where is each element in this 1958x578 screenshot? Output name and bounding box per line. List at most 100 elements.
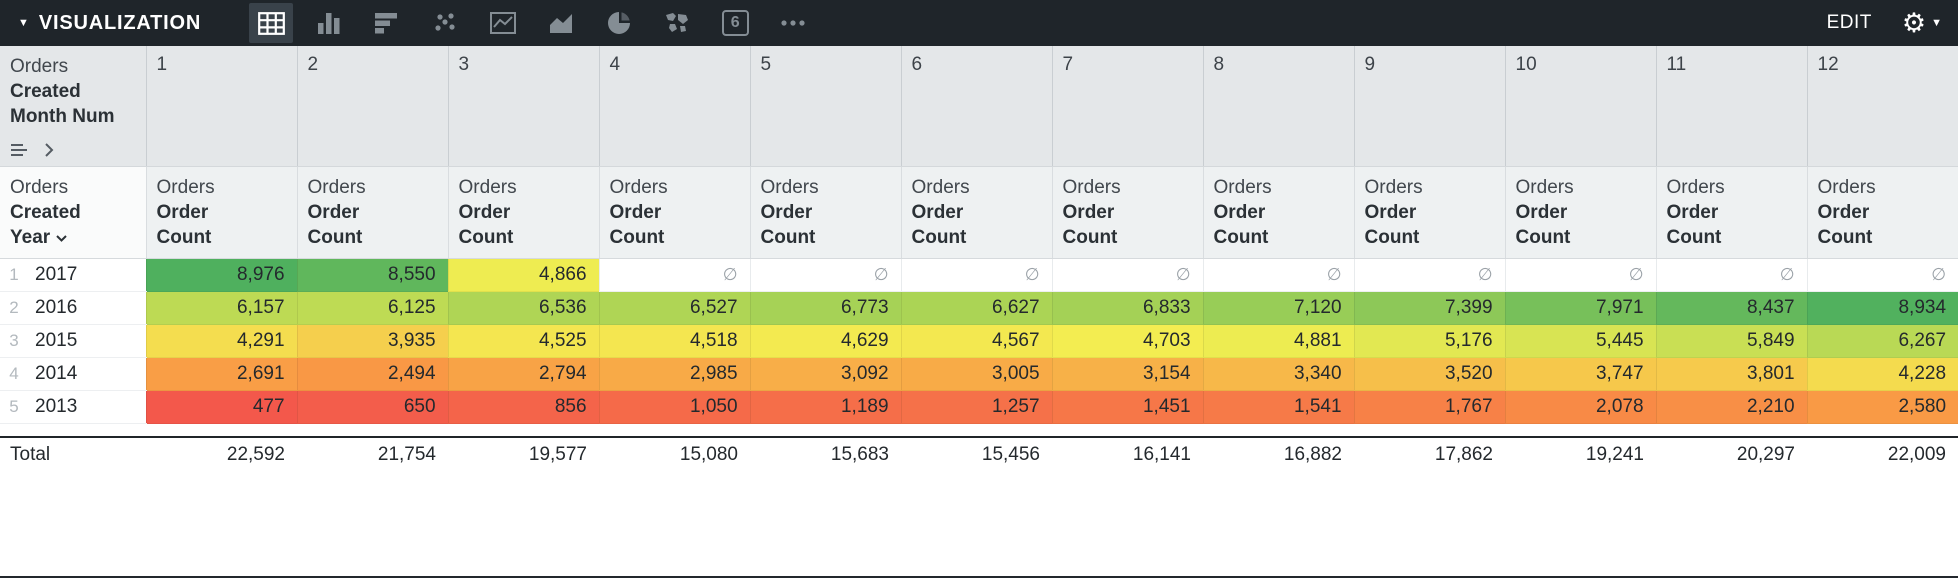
pivot-value-cell[interactable]: 5,176 xyxy=(1353,324,1506,358)
pivot-value-cell[interactable]: 4,866 xyxy=(447,258,600,292)
transpose-icon[interactable] xyxy=(10,143,28,157)
pivot-null-cell[interactable]: ∅ xyxy=(1051,258,1204,292)
pivot-null-cell[interactable]: ∅ xyxy=(1806,258,1958,292)
pivot-value-cell[interactable]: 4,291 xyxy=(145,324,298,358)
pivot-column-header[interactable]: 4 xyxy=(598,46,751,167)
pivot-column-header[interactable]: 1 xyxy=(145,46,298,167)
total-value-cell[interactable]: 20,297 xyxy=(1656,435,1808,472)
pivot-null-cell[interactable]: ∅ xyxy=(900,258,1053,292)
more-options-icon[interactable] xyxy=(771,3,815,43)
pivot-null-cell[interactable]: ∅ xyxy=(749,258,902,292)
pivot-column-header[interactable]: 12 xyxy=(1806,46,1958,167)
pivot-measure-header[interactable]: Orders Order Count xyxy=(1504,166,1657,259)
total-value-cell[interactable]: 15,456 xyxy=(901,435,1053,472)
pivot-measure-header[interactable]: Orders Order Count xyxy=(598,166,751,259)
pivot-value-cell[interactable]: 6,125 xyxy=(296,291,449,325)
pivot-measure-header[interactable]: Orders Order Count xyxy=(749,166,902,259)
pivot-value-cell[interactable]: 5,849 xyxy=(1655,324,1808,358)
bar-chart-icon[interactable] xyxy=(365,3,409,43)
pivot-column-header[interactable]: 10 xyxy=(1504,46,1657,167)
column-chart-icon[interactable] xyxy=(307,3,351,43)
pivot-value-cell[interactable]: 2,078 xyxy=(1504,390,1657,424)
scatter-chart-icon[interactable] xyxy=(423,3,467,43)
pivot-value-cell[interactable]: 650 xyxy=(296,390,449,424)
pivot-column-header[interactable]: 9 xyxy=(1353,46,1506,167)
pivot-column-header[interactable]: 8 xyxy=(1202,46,1355,167)
pivot-null-cell[interactable]: ∅ xyxy=(1655,258,1808,292)
pivot-value-cell[interactable]: 1,451 xyxy=(1051,390,1204,424)
pivot-measure-header[interactable]: Orders Order Count xyxy=(296,166,449,259)
table-chart-icon[interactable] xyxy=(249,3,294,43)
pivot-null-cell[interactable]: ∅ xyxy=(1504,258,1657,292)
pivot-value-cell[interactable]: 4,518 xyxy=(598,324,751,358)
pivot-column-header[interactable]: 7 xyxy=(1051,46,1204,167)
pivot-value-cell[interactable]: 3,154 xyxy=(1051,357,1204,391)
pivot-value-cell[interactable]: 2,985 xyxy=(598,357,751,391)
edit-button[interactable]: EDIT xyxy=(1826,12,1872,33)
pivot-value-cell[interactable]: 8,976 xyxy=(145,258,298,292)
pivot-value-cell[interactable]: 2,494 xyxy=(296,357,449,391)
total-value-cell[interactable]: 17,862 xyxy=(1354,435,1506,472)
pivot-measure-header[interactable]: Orders Order Count xyxy=(1202,166,1355,259)
pivot-measure-header[interactable]: Orders Order Count xyxy=(145,166,298,259)
pivot-column-header[interactable]: 2 xyxy=(296,46,449,167)
row-label-year[interactable]: 2017 xyxy=(28,258,147,292)
row-dimension-header[interactable]: Orders Created Year xyxy=(0,166,147,259)
pivot-value-cell[interactable]: 7,399 xyxy=(1353,291,1506,325)
pivot-column-header[interactable]: 11 xyxy=(1655,46,1808,167)
row-label-year[interactable]: 2014 xyxy=(28,357,147,391)
pivot-value-cell[interactable]: 6,157 xyxy=(145,291,298,325)
row-label-year[interactable]: 2015 xyxy=(28,324,147,358)
pivot-value-cell[interactable]: 6,833 xyxy=(1051,291,1204,325)
pivot-null-cell[interactable]: ∅ xyxy=(598,258,751,292)
map-chart-icon[interactable] xyxy=(655,3,699,43)
total-value-cell[interactable]: 19,577 xyxy=(448,435,600,472)
pivot-measure-header[interactable]: Orders Order Count xyxy=(1806,166,1958,259)
pivot-value-cell[interactable]: 6,536 xyxy=(447,291,600,325)
pivot-value-cell[interactable]: 6,773 xyxy=(749,291,902,325)
pivot-measure-header[interactable]: Orders Order Count xyxy=(1051,166,1204,259)
pivot-value-cell[interactable]: 3,092 xyxy=(749,357,902,391)
total-value-cell[interactable]: 21,754 xyxy=(297,435,449,472)
row-label-year[interactable]: 2016 xyxy=(28,291,147,325)
pivot-value-cell[interactable]: 3,747 xyxy=(1504,357,1657,391)
pivot-null-cell[interactable]: ∅ xyxy=(1353,258,1506,292)
pivot-measure-header[interactable]: Orders Order Count xyxy=(900,166,1053,259)
pivot-value-cell[interactable]: 4,228 xyxy=(1806,357,1958,391)
total-value-cell[interactable]: 22,592 xyxy=(146,435,298,472)
pivot-column-header[interactable]: 6 xyxy=(900,46,1053,167)
pivot-value-cell[interactable]: 5,445 xyxy=(1504,324,1657,358)
pivot-null-cell[interactable]: ∅ xyxy=(1202,258,1355,292)
pivot-value-cell[interactable]: 3,801 xyxy=(1655,357,1808,391)
total-value-cell[interactable]: 15,080 xyxy=(599,435,751,472)
pivot-value-cell[interactable]: 8,934 xyxy=(1806,291,1958,325)
row-label-year[interactable]: 2013 xyxy=(28,390,147,424)
pivot-value-cell[interactable]: 4,567 xyxy=(900,324,1053,358)
pivot-value-cell[interactable]: 6,627 xyxy=(900,291,1053,325)
settings-button[interactable]: ⚙ ▼ xyxy=(1902,9,1942,37)
pivot-value-cell[interactable]: 3,340 xyxy=(1202,357,1355,391)
pivot-value-cell[interactable]: 477 xyxy=(145,390,298,424)
visualization-collapse-toggle[interactable]: ▼ VISUALIZATION xyxy=(18,12,201,35)
pivot-column-header[interactable]: 5 xyxy=(749,46,902,167)
single-value-icon[interactable]: 6 xyxy=(713,3,757,43)
total-value-cell[interactable]: 16,141 xyxy=(1052,435,1204,472)
pivot-value-cell[interactable]: 3,935 xyxy=(296,324,449,358)
chevron-right-icon[interactable] xyxy=(44,142,54,158)
pivot-value-cell[interactable]: 2,794 xyxy=(447,357,600,391)
pivot-value-cell[interactable]: 4,881 xyxy=(1202,324,1355,358)
pivot-value-cell[interactable]: 4,525 xyxy=(447,324,600,358)
pivot-value-cell[interactable]: 6,527 xyxy=(598,291,751,325)
pivot-value-cell[interactable]: 6,267 xyxy=(1806,324,1958,358)
pivot-value-cell[interactable]: 1,189 xyxy=(749,390,902,424)
pivot-measure-header[interactable]: Orders Order Count xyxy=(1655,166,1808,259)
pivot-value-cell[interactable]: 2,580 xyxy=(1806,390,1958,424)
pivot-value-cell[interactable]: 8,550 xyxy=(296,258,449,292)
pivot-value-cell[interactable]: 7,120 xyxy=(1202,291,1355,325)
area-chart-icon[interactable] xyxy=(539,3,583,43)
pivot-value-cell[interactable]: 1,257 xyxy=(900,390,1053,424)
column-dimension-header[interactable]: Orders Created Month Num xyxy=(0,46,147,167)
total-value-cell[interactable]: 19,241 xyxy=(1505,435,1657,472)
pivot-value-cell[interactable]: 856 xyxy=(447,390,600,424)
pivot-value-cell[interactable]: 3,005 xyxy=(900,357,1053,391)
